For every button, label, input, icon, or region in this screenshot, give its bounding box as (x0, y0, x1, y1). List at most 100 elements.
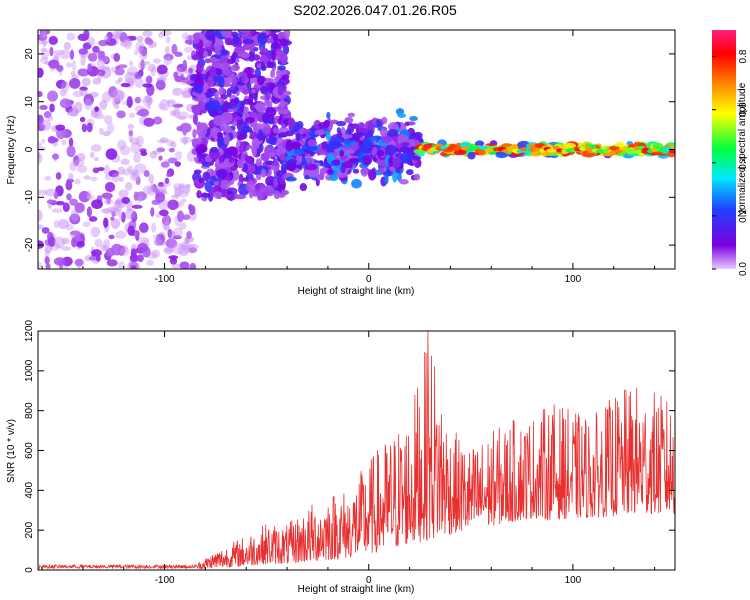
heatmap-cell (240, 152, 246, 162)
heatmap-cell (267, 100, 273, 109)
heatmap-cell (284, 130, 295, 137)
heatmap-cell (50, 137, 59, 143)
heatmap-cell (131, 170, 137, 177)
heatmap-cell (113, 199, 122, 212)
heatmap-cell (154, 239, 167, 247)
heatmap-cell (89, 151, 95, 159)
heatmap-cell (181, 90, 192, 99)
heatmap-cell (265, 136, 277, 145)
heatmap-cell (246, 67, 252, 79)
heatmap-cell (104, 181, 116, 193)
heatmap-cell (163, 224, 171, 232)
snr-line (38, 331, 675, 570)
heatmap-cell (158, 155, 163, 161)
heatmap-cell (106, 206, 118, 213)
heatmap-cell (196, 125, 208, 137)
heatmap-cell (343, 160, 353, 169)
heatmap-cell (146, 259, 154, 266)
spectrogram-ytick-label: -10 (24, 190, 35, 205)
heatmap-cell (224, 37, 233, 46)
heatmap-cell (460, 142, 470, 148)
heatmap-cell (270, 83, 275, 91)
heatmap-cell (171, 194, 180, 199)
heatmap-cell (48, 59, 60, 69)
heatmap-cell (167, 228, 173, 239)
heatmap-cell (341, 134, 353, 139)
heatmap-cell (147, 63, 157, 73)
heatmap-cell (262, 53, 267, 64)
heatmap-cell (201, 161, 212, 167)
heatmap-cell (86, 206, 92, 218)
heatmap-cell (188, 203, 193, 212)
heatmap-cell (141, 46, 148, 57)
heatmap-cell (182, 59, 188, 72)
heatmap-cell (61, 256, 73, 267)
heatmap-cell (278, 108, 290, 115)
heatmap-cell (151, 222, 157, 234)
heatmap-cell (69, 230, 81, 236)
heatmap-cell (83, 30, 90, 40)
heatmap-cell (273, 178, 279, 188)
heatmap-cell (265, 30, 270, 36)
heatmap-cell (243, 162, 249, 172)
heatmap-cell (193, 169, 202, 175)
heatmap-cell (409, 116, 418, 122)
heatmap-cell (90, 144, 102, 152)
heatmap-cell (124, 71, 137, 84)
heatmap-cell (115, 90, 126, 100)
heatmap-cell (66, 32, 76, 41)
heatmap-cell (174, 161, 182, 167)
heatmap-cell (54, 52, 60, 62)
heatmap-cell (178, 111, 189, 120)
heatmap-cell (77, 68, 90, 77)
heatmap-cell (76, 165, 88, 174)
heatmap-cell (209, 146, 219, 153)
heatmap-cell (220, 49, 228, 55)
heatmap-cell (119, 40, 132, 47)
heatmap-cell (111, 96, 117, 107)
heatmap-cell (45, 263, 51, 269)
heatmap-cell (177, 115, 187, 120)
heatmap-cell (118, 189, 129, 198)
heatmap-cell (52, 153, 59, 160)
snr-xtick-label: 0 (366, 575, 372, 586)
heatmap-cell (80, 54, 86, 67)
heatmap-cell (239, 86, 249, 91)
heatmap-cell (164, 220, 170, 231)
heatmap-cell (170, 141, 177, 149)
snr-xlabel: Height of straight line (km) (298, 584, 415, 595)
heatmap-cell (65, 180, 73, 191)
heatmap-cell (307, 139, 318, 147)
heatmap-cell (142, 95, 153, 107)
heatmap-cell (108, 170, 119, 178)
heatmap-cell (126, 96, 133, 108)
heatmap-cell (161, 214, 172, 226)
heatmap-cell (351, 178, 362, 189)
heatmap-cell (110, 216, 115, 221)
snr-ytick-label: 600 (24, 442, 35, 459)
heatmap-cell (131, 169, 139, 180)
heatmap-cell (172, 235, 182, 240)
heatmap-cell (295, 132, 301, 142)
heatmap-cell (118, 176, 124, 182)
heatmap-cell (150, 181, 155, 193)
heatmap-cell (173, 183, 182, 191)
heatmap-cell (61, 246, 72, 251)
heatmap-cell (104, 114, 113, 125)
heatmap-cell (212, 62, 222, 68)
heatmap-cell (181, 87, 194, 98)
heatmap-cell (137, 242, 149, 253)
heatmap-cell (127, 225, 135, 236)
heatmap-ridge-cell (470, 145, 481, 150)
heatmap-cell (360, 167, 369, 177)
heatmap-cell (110, 31, 123, 38)
heatmap-cell (96, 58, 105, 69)
heatmap-cell (397, 113, 407, 118)
heatmap-cell (167, 199, 179, 211)
heatmap-cell (41, 39, 49, 45)
heatmap-cell (348, 158, 359, 163)
heatmap-cell (378, 167, 385, 174)
heatmap-cell (59, 98, 71, 109)
heatmap-cell (101, 91, 112, 103)
heatmap-cell (108, 86, 118, 98)
